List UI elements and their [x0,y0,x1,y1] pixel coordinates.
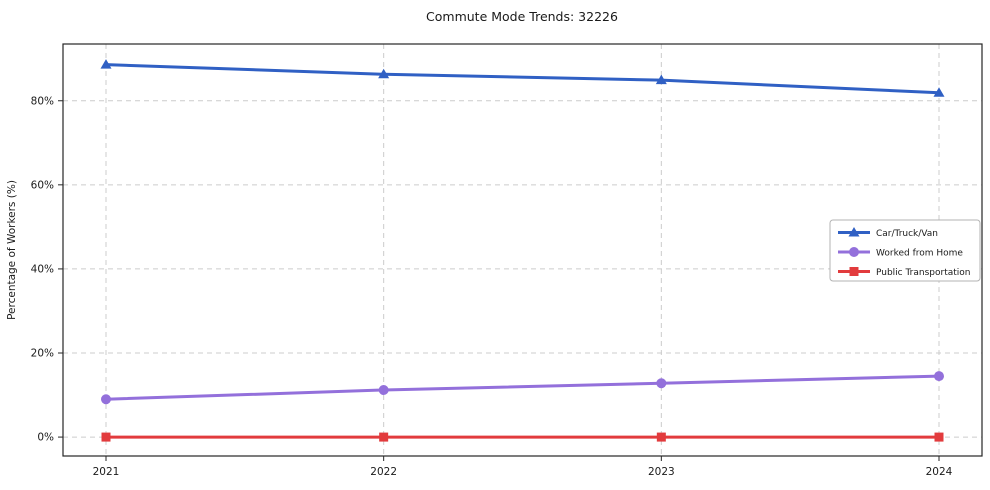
y-tick-label: 80% [31,95,54,107]
data-marker-public-transportation [379,432,389,442]
legend-marker-worked-from-home [849,247,859,257]
plot-border [62,43,983,457]
series-line-worked-from-home [104,374,941,401]
legend-marker-public-transportation [849,267,859,276]
data-marker-public-transportation [656,432,666,442]
data-marker-public-transportation [934,432,944,442]
series-line-car-truck-van [104,63,941,95]
data-marker-worked-from-home [656,378,667,389]
data-marker-car-truck-van [933,87,945,97]
y-tick-label: 0% [37,432,54,444]
x-tick-label: 2024 [926,466,953,478]
legend-label-public-transportation: Public Transportation [876,268,970,278]
legend-label-worked-from-home: Worked from Home [876,249,963,259]
data-marker-worked-from-home [378,384,389,395]
legend-label-car-truck-van: Car/Truck/Van [876,229,938,239]
data-marker-public-transportation [101,432,111,442]
y-axis-label: Percentage of Workers (%) [6,180,18,320]
x-tick-label: 2023 [648,466,675,478]
data-marker-worked-from-home [934,371,944,382]
data-marker-car-truck-van [655,74,667,85]
data-marker-car-truck-van [100,59,112,69]
chart-title: Commute Mode Trends: 32226 [426,9,618,24]
y-tick-label: 40% [31,263,54,275]
y-tick-label: 60% [31,179,54,191]
x-tick-label: 2022 [370,466,397,478]
x-tick-label: 2021 [93,466,120,478]
data-marker-car-truck-van [378,68,390,79]
y-tick-label: 20% [31,348,54,360]
legend-marker-car-truck-van [848,227,860,237]
data-marker-worked-from-home [101,394,111,405]
legend-box [829,219,981,282]
